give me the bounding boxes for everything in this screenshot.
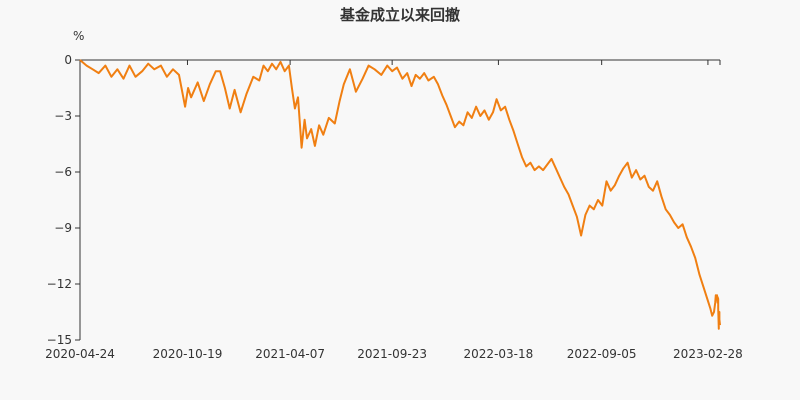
x-tick-label: 2023-02-28 — [673, 347, 743, 361]
x-tick-label: 2021-09-23 — [357, 347, 427, 361]
y-tick-label: −6 — [54, 165, 72, 179]
x-tick-label: 2020-04-24 — [45, 347, 115, 361]
drawdown-series-line — [79, 59, 721, 330]
y-axis: 0 −3 −6 −9 −12 −15 — [47, 53, 81, 347]
series-layer — [79, 59, 721, 330]
x-axis: 2020-04-24 2020-10-19 2021-04-07 2021-09-23… — [45, 59, 743, 361]
y-tick-label: −15 — [47, 333, 72, 347]
x-tick-label: 2022-09-05 — [567, 347, 637, 361]
y-tick-label: −3 — [54, 109, 72, 123]
x-tick-label: 2020-10-19 — [153, 347, 223, 361]
y-tick-label: −12 — [47, 277, 72, 291]
x-tick-label: 2022-03-18 — [464, 347, 534, 361]
y-tick-label: 0 — [64, 53, 72, 67]
y-axis-unit-label: % — [73, 29, 85, 43]
chart-title: 基金成立以来回撤 — [339, 6, 460, 24]
y-tick-label: −9 — [54, 221, 72, 235]
x-tick-label: 2021-04-07 — [255, 347, 325, 361]
